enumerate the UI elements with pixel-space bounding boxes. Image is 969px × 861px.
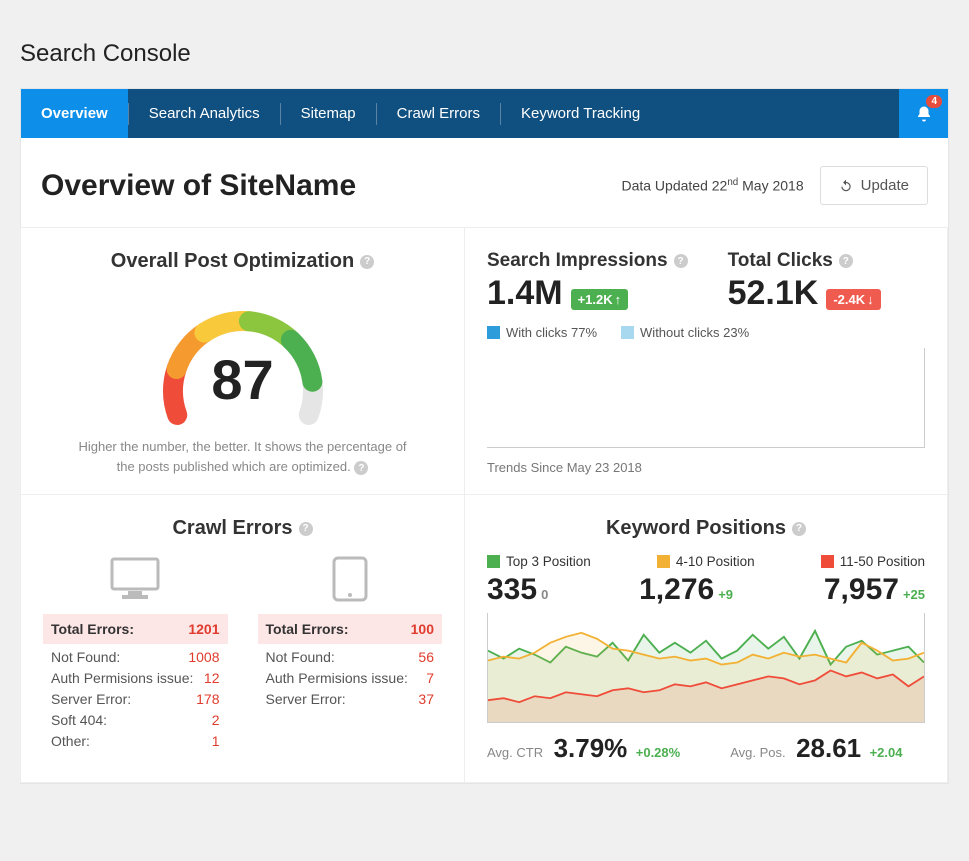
tab-keyword-tracking[interactable]: Keyword Tracking <box>501 89 660 138</box>
overall-optimization-card: Overall Post Optimization? 87 Higher the… <box>20 227 465 495</box>
kw-count: 3350 <box>487 573 548 607</box>
impressions-bar-chart <box>487 348 925 448</box>
clicks-title: Total Clicks? <box>728 250 881 272</box>
desktop-total-value: 1201 <box>188 621 219 637</box>
keyword-line-chart <box>487 613 925 723</box>
impressions-card: Search Impressions? 1.4M +1.2K ↑ Total C… <box>464 227 948 495</box>
impressions-title: Search Impressions? <box>487 250 688 272</box>
kw-count: 7,957+25 <box>824 573 925 607</box>
help-icon[interactable]: ? <box>674 254 688 268</box>
notifications-button[interactable]: 4 <box>899 89 948 138</box>
crawl-errors-title: Crawl Errors? <box>43 517 442 540</box>
help-icon[interactable]: ? <box>360 255 374 269</box>
optimization-gauge: 87 <box>153 291 333 431</box>
crawl-errors-card: Crawl Errors? Total Errors: 1201 Not Foun… <box>20 494 465 783</box>
mobile-total-label: Total Errors: <box>266 621 349 637</box>
keyword-positions-title: Keyword Positions? <box>487 517 925 540</box>
crawl-mobile-column: Total Errors: 100 Not Found:56Auth Permis… <box>258 554 443 749</box>
kw-legend-item: 4-10 Position <box>657 554 755 569</box>
help-icon[interactable]: ? <box>839 254 853 268</box>
kw-legend-item: Top 3 Position <box>487 554 591 569</box>
avg-pos: Avg. Pos. 28.61 +2.04 <box>730 733 902 764</box>
error-row: Other:1 <box>43 728 228 749</box>
navbar: OverviewSearch AnalyticsSitemapCrawl Err… <box>21 89 948 138</box>
trends-since-text: Trends Since May 23 2018 <box>487 460 925 475</box>
tab-crawl-errors[interactable]: Crawl Errors <box>377 89 500 138</box>
error-row: Not Found:1008 <box>43 644 228 665</box>
crawl-desktop-column: Total Errors: 1201 Not Found:1008Auth Per… <box>43 554 228 749</box>
kw-count: 1,276+9 <box>639 573 733 607</box>
legend-without-clicks: Without clicks 23% <box>621 325 749 340</box>
optimization-score: 87 <box>153 347 333 412</box>
notification-badge: 4 <box>926 95 942 108</box>
avg-ctr: Avg. CTR 3.79% +0.28% <box>487 733 680 764</box>
clicks-delta-badge: -2.4K ↓ <box>826 289 880 310</box>
error-row: Auth Permisions issue:7 <box>258 665 443 686</box>
error-row: Auth Permisions issue:12 <box>43 665 228 686</box>
desktop-icon <box>43 554 228 604</box>
tablet-icon <box>258 554 443 604</box>
overall-optimization-title: Overall Post Optimization? <box>43 250 442 273</box>
mobile-total-value: 100 <box>411 621 434 637</box>
desktop-total-label: Total Errors: <box>51 621 134 637</box>
help-icon[interactable]: ? <box>792 522 806 536</box>
update-button[interactable]: Update <box>820 166 928 205</box>
error-row: Server Error:37 <box>258 686 443 707</box>
data-updated-text: Data Updated 22nd May 2018 <box>621 177 803 194</box>
refresh-icon <box>839 179 853 193</box>
legend-with-clicks: With clicks 77% <box>487 325 597 340</box>
overview-heading: Overview of SiteName <box>41 169 621 203</box>
tab-search-analytics[interactable]: Search Analytics <box>129 89 280 138</box>
page-title: Search Console <box>20 40 949 68</box>
clicks-value: 52.1K <box>728 274 819 313</box>
error-row: Server Error:178 <box>43 686 228 707</box>
tab-overview[interactable]: Overview <box>21 89 128 138</box>
impressions-delta-badge: +1.2K ↑ <box>571 289 629 310</box>
impressions-value: 1.4M <box>487 274 563 313</box>
help-icon[interactable]: ? <box>354 461 368 475</box>
error-row: Soft 404:2 <box>43 707 228 728</box>
error-row: Not Found:56 <box>258 644 443 665</box>
keyword-positions-card: Keyword Positions? Top 3 Position 4-10 Po… <box>464 494 948 783</box>
help-icon[interactable]: ? <box>299 522 313 536</box>
kw-legend-item: 11-50 Position <box>821 554 925 569</box>
tab-sitemap[interactable]: Sitemap <box>281 89 376 138</box>
